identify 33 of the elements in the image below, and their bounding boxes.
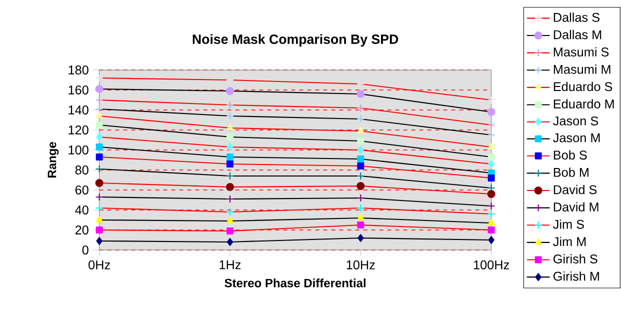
x-tick-label: 10Hz [346,260,375,270]
y-tick-label: 160 [68,86,88,94]
x-tick-label: 0Hz [88,260,110,270]
legend-label: David S [554,184,597,194]
legend-label: Bob S [554,150,587,160]
legend-label: Masumi S [554,47,609,57]
legend-label: Bob M [554,168,588,177]
y-tick-label: 120 [68,126,88,134]
y-tick-label: 180 [68,66,88,74]
legend-label: Dallas S [554,12,600,22]
chart-title: Noise Mask Comparison By SPD [192,34,398,47]
legend-label: Masumi M [554,64,610,74]
legend-label: Jim M [553,236,586,246]
y-tick-label: 20 [75,226,88,234]
y-axis-title: Range [48,142,59,178]
y-tick-label: 140 [68,106,88,114]
legend-label: Dallas M [554,30,602,40]
y-tick-label: 80 [75,166,88,174]
x-axis-title: Stereo Phase Differential [224,278,366,288]
legend-label: Jason M [553,133,600,142]
x-tick-label: 1Hz [220,260,241,270]
legend-label: Girish M [554,271,599,281]
y-tick-label: 60 [75,186,88,194]
legend-label: Eduardo M [554,99,614,108]
y-tick-label: 100 [68,146,88,154]
legend-label: David M [554,202,598,212]
legend-label: Eduardo S [554,82,612,92]
legend-label: Jim S [553,220,584,229]
y-tick-label: 0 [82,246,88,254]
legend-label: Jason S [553,116,598,126]
legend-label: Girish S [554,254,598,264]
x-tick-label: 100Hz [474,260,509,270]
y-tick-label: 40 [75,206,88,214]
